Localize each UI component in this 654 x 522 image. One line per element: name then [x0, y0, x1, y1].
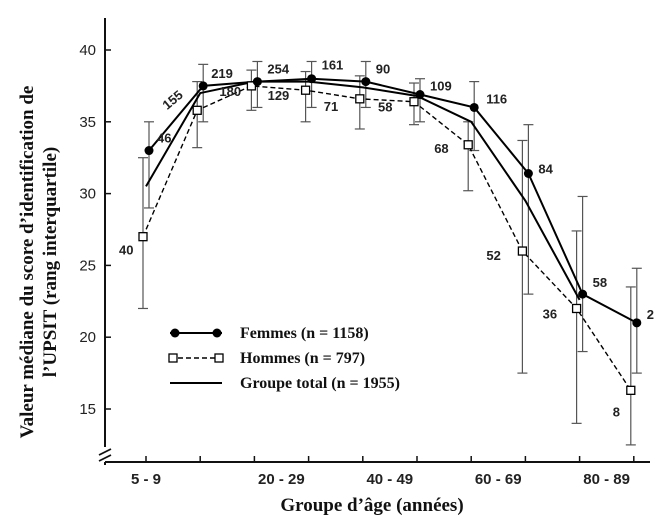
hommes-point: [300, 85, 311, 95]
hommes-n-label: 155: [159, 87, 185, 112]
femmes-point: [307, 74, 317, 84]
y-tick-label: 25: [79, 257, 96, 274]
hommes-n-label: 71: [324, 99, 338, 114]
legend-hommes-marker: [214, 353, 224, 363]
y-tick-label: 40: [79, 42, 96, 59]
hommes-line: [142, 85, 632, 391]
femmes-point: [523, 168, 533, 178]
hommes-point: [138, 232, 148, 242]
hommes-point: [409, 97, 419, 107]
femmes-point: [469, 102, 479, 112]
femmes-n-label: 161: [322, 58, 344, 73]
x-tick-label: 5 - 9: [131, 471, 161, 488]
hommes-n-label: 40: [119, 243, 133, 258]
femmes-n-label: 219: [211, 66, 233, 81]
legend-hommes-marker: [168, 353, 178, 363]
femmes-point: [361, 77, 371, 87]
femmes-n-label: 254: [267, 62, 289, 77]
femmes-point: [632, 318, 642, 328]
hommes-n-label: 58: [378, 100, 392, 115]
legend-label: Femmes (n = 1158): [240, 325, 369, 342]
x-tick-label: 40 - 49: [366, 471, 413, 488]
axis-break-mark: [98, 448, 112, 462]
femmes-line: [148, 77, 638, 324]
y-axis-title-line1: Valeur médiane du score d’identification…: [17, 86, 38, 439]
hommes-point: [192, 105, 202, 115]
femmes-n-label: 90: [376, 62, 390, 77]
x-axis-title: Groupe d’âge (années): [280, 495, 463, 516]
hommes-n-label: 52: [486, 248, 500, 263]
hommes-n-label: 129: [268, 88, 290, 103]
legend-label: Hommes (n = 797): [240, 350, 365, 367]
plot-area: 46 219 254 161 90 109 116 84 58 2 40 155 180 129 71 58 6…: [119, 58, 654, 446]
hommes-point: [463, 140, 473, 150]
hommes-point: [517, 246, 528, 256]
femmes-n-label: 46: [157, 131, 171, 146]
hommes-n-label: 68: [434, 141, 448, 156]
y-axis-title-line2: l’UPSIT (rang interquartile): [40, 147, 61, 377]
x-tick-label: 60 - 69: [475, 471, 522, 488]
groupe-total-line: [145, 80, 581, 301]
femmes-point: [578, 289, 588, 299]
femmes-n-label: 58: [593, 275, 607, 290]
legend: Femmes (n = 1158) Hommes (n = 797) Groupe …: [168, 325, 400, 392]
legend-label: Groupe total (n = 1955): [240, 375, 400, 392]
femmes-n-label: 84: [538, 161, 553, 176]
femmes-point: [252, 77, 262, 87]
hommes-n-label: 8: [613, 404, 620, 419]
femmes-point: [144, 146, 154, 156]
hommes-n-label: 180: [219, 84, 241, 99]
y-tick-label: 30: [79, 186, 96, 203]
legend-femmes-marker: [212, 328, 222, 338]
femmes-n-label: 2: [647, 307, 654, 322]
hommes-point: [355, 94, 365, 104]
hommes-n-label: 36: [543, 306, 557, 321]
femmes-n-label: 109: [430, 79, 452, 94]
axes: 15 20 25 30 35 40 5 - 9 20 - 29 40 - 49 60 - 69 80…: [79, 18, 650, 488]
legend-femmes-marker: [170, 328, 180, 338]
y-tick-label: 20: [79, 329, 96, 346]
hommes-point: [246, 81, 257, 91]
hommes-point: [626, 385, 636, 395]
x-tick-label: 20 - 29: [258, 471, 305, 488]
y-tick-label: 35: [79, 114, 96, 131]
femmes-n-label: 116: [486, 91, 507, 106]
y-tick-label: 15: [79, 401, 96, 418]
femmes-point: [415, 90, 425, 100]
femmes-point: [198, 81, 208, 91]
x-tick-label: 80 - 89: [583, 471, 630, 488]
hommes-point: [571, 303, 582, 314]
